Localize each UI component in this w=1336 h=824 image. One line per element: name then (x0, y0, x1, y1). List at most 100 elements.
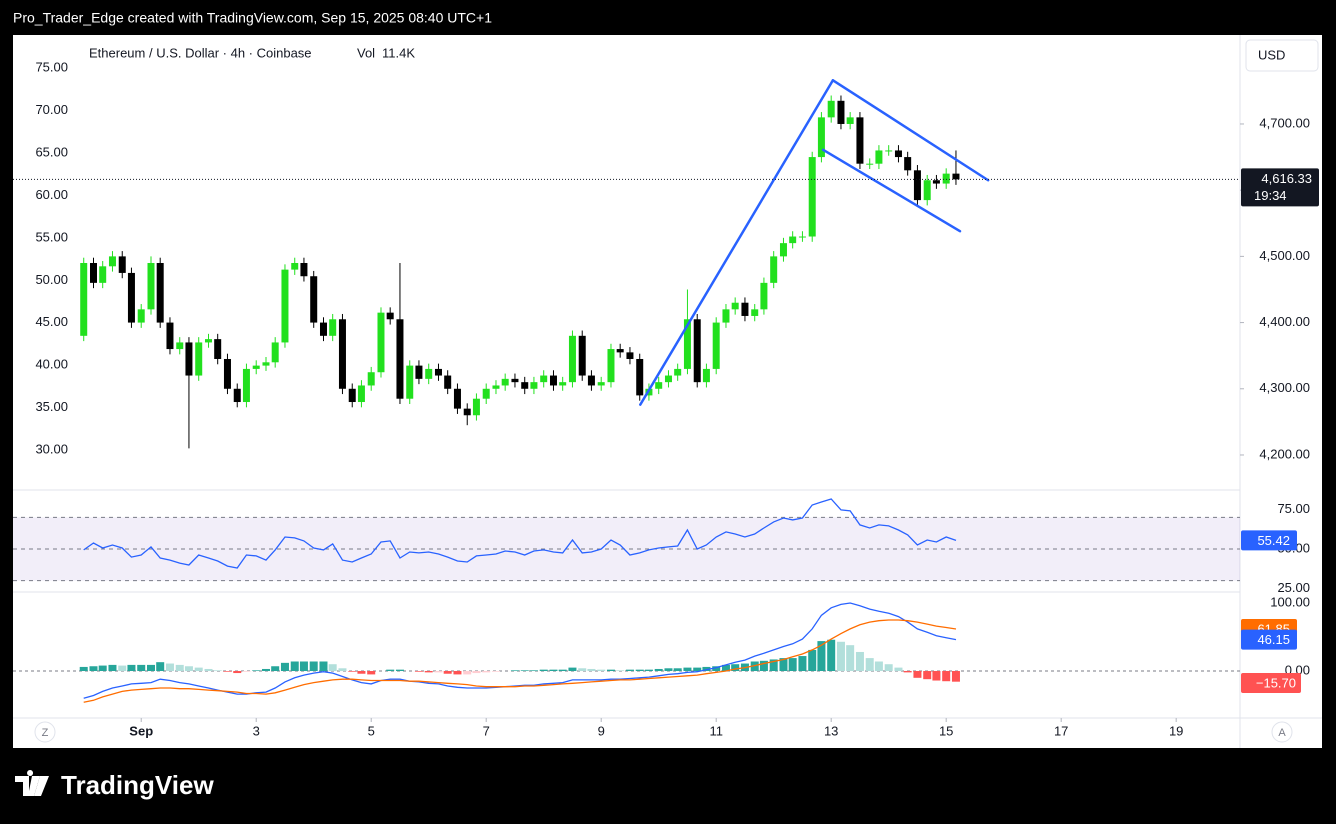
candle-body (923, 180, 931, 201)
candle-body (204, 339, 212, 343)
candle-body (636, 358, 644, 396)
macd-tag-bg (1241, 629, 1297, 650)
histogram-bar (165, 663, 174, 672)
y-tick-label: 4,300.00 (1259, 380, 1310, 395)
histogram-bar (175, 664, 184, 672)
histogram-bar (204, 668, 213, 672)
candle-body (693, 319, 701, 383)
histogram-bar (108, 664, 117, 672)
histogram-bar (472, 671, 481, 674)
histogram-bar (395, 669, 404, 672)
histogram-bar (874, 661, 883, 672)
candle-body (310, 276, 318, 323)
candle-body (549, 375, 557, 386)
candle-body (846, 117, 854, 124)
histogram-bar (242, 671, 251, 672)
candle-body (444, 375, 452, 389)
trend-line (821, 148, 962, 233)
candle-body (751, 309, 759, 316)
price-tag-label: 4,616.33 (1261, 171, 1312, 186)
x-tick-label: 3 (253, 723, 260, 738)
histogram-bar (683, 667, 692, 672)
zoom-button[interactable] (34, 721, 56, 743)
histogram-bar (769, 659, 778, 672)
histogram-bar (79, 666, 88, 672)
histogram-bar (759, 660, 768, 672)
macd-pane (13, 602, 1240, 703)
trend-line (639, 79, 835, 406)
candle-body (521, 382, 529, 389)
candle-body (176, 342, 184, 350)
histogram-bar (597, 669, 606, 672)
x-tick-label: 7 (483, 723, 490, 738)
currency-button[interactable] (1245, 39, 1319, 72)
candle-body (674, 368, 682, 376)
y-tick-label: 4,400.00 (1259, 314, 1310, 329)
candle-body (329, 319, 337, 336)
rsi-line (83, 498, 957, 569)
candle-body (99, 266, 107, 283)
candle-body (578, 335, 586, 376)
histogram-bar (271, 666, 280, 672)
histogram-bar (587, 668, 596, 672)
candle-body (434, 368, 442, 376)
candle-body (875, 150, 883, 164)
candle-body (396, 319, 404, 399)
candle-body (262, 362, 270, 366)
histogram-bar (299, 661, 308, 672)
logo-icon (34, 776, 49, 796)
macd-line (83, 602, 957, 699)
histogram-bar (127, 664, 136, 672)
candle-body (942, 173, 950, 184)
left-tick-label: 45.00 (35, 314, 68, 329)
histogram-bar (89, 666, 98, 672)
histogram-bar (184, 666, 193, 672)
histogram-bar (846, 645, 855, 672)
histogram-bar (290, 661, 299, 672)
candle-body (291, 262, 299, 270)
histogram-bar (252, 670, 261, 672)
histogram-bar (884, 664, 893, 672)
y-tick-label: 4,500.00 (1259, 248, 1310, 263)
histogram-bar (903, 671, 912, 673)
candle-body (453, 388, 461, 409)
header: Pro_Trader_Edge created with TradingView… (13, 10, 492, 26)
candle-body (367, 372, 375, 386)
histogram-bar (414, 671, 423, 672)
histogram-bar (644, 669, 653, 672)
candle-body (501, 378, 509, 386)
candle-body (511, 378, 519, 383)
candle-body (415, 365, 423, 379)
price-pane (80, 79, 990, 449)
volume-value: 11.4K (382, 45, 415, 60)
candle-body (300, 262, 308, 277)
histogram-bar (568, 667, 577, 672)
histogram-bar (578, 668, 587, 672)
histogram-bar (558, 669, 567, 672)
candle-body (348, 388, 356, 403)
candle-body (425, 368, 433, 379)
histogram-tag: −15.70 (1256, 675, 1296, 690)
y-tick-label: 4,200.00 (1259, 446, 1310, 461)
candle-body (147, 262, 155, 310)
x-tick-label: 11 (709, 723, 723, 738)
candle-body (779, 243, 787, 257)
x-tick-label: 19 (1169, 723, 1183, 738)
histogram-bar (453, 671, 462, 675)
candle-body (789, 236, 797, 244)
histogram-bar (702, 666, 711, 672)
rsi-pane (13, 498, 1240, 582)
zoom-label: Z (42, 727, 49, 739)
histogram-bar (855, 651, 864, 672)
left-tick-label: 30.00 (35, 442, 68, 457)
auto-button[interactable] (1271, 721, 1293, 743)
histogram-bar (348, 671, 357, 672)
candle-body (559, 382, 567, 386)
candle-body (472, 398, 480, 416)
histogram-bar (482, 671, 491, 673)
price-tag (1241, 168, 1319, 207)
candle-body (482, 388, 490, 399)
candle-body (127, 272, 135, 323)
candle-body (166, 322, 174, 350)
